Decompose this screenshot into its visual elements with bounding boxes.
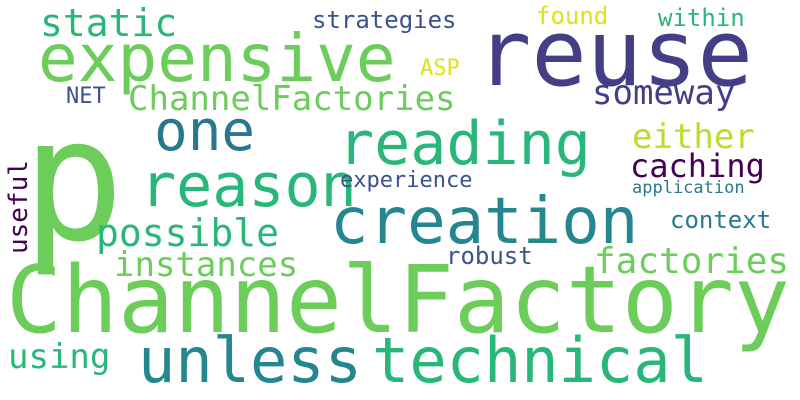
word-net: NET xyxy=(66,86,106,108)
word-asp: ASP xyxy=(420,58,460,80)
word-channelfactories: ChannelFactories xyxy=(128,82,456,116)
word-someway: someway xyxy=(592,76,735,110)
word-static: static xyxy=(40,4,177,42)
word-robust: robust xyxy=(446,244,533,268)
word-technical: technical xyxy=(372,330,708,392)
word-within: within xyxy=(658,6,745,30)
word-unless: unless xyxy=(138,330,362,392)
word-instances: instances xyxy=(114,248,298,282)
word-reading: reading xyxy=(338,114,591,174)
word-strategies: strategies xyxy=(312,8,457,32)
word-context: context xyxy=(670,208,771,232)
word-experience: experience xyxy=(340,170,472,192)
word-factories: factories xyxy=(594,244,789,280)
word-application: application xyxy=(632,180,745,197)
word-reason: reason xyxy=(140,156,357,216)
word-found: found xyxy=(536,4,608,28)
word-using: using xyxy=(8,340,110,374)
word-useful: useful xyxy=(6,160,32,254)
